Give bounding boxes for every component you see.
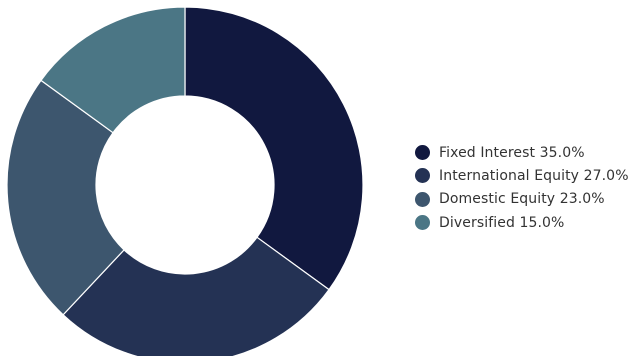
chart-legend: Fixed Interest 35.0% International Equit…	[415, 141, 629, 234]
legend-item-diversified[interactable]: Diversified 15.0%	[415, 211, 629, 234]
legend-swatch-international-equity	[415, 168, 430, 184]
legend-item-fixed-interest[interactable]: Fixed Interest 35.0%	[415, 141, 629, 164]
legend-label-diversified: Diversified 15.0%	[439, 214, 565, 231]
legend-swatch-domestic-equity	[415, 191, 430, 207]
donut-slices	[6, 6, 364, 356]
legend-label-fixed-interest: Fixed Interest 35.0%	[439, 144, 585, 161]
slice-domestic-equity[interactable]	[6, 79, 125, 316]
legend-swatch-fixed-interest	[415, 145, 430, 161]
legend-item-international-equity[interactable]: International Equity 27.0%	[415, 164, 629, 187]
legend-item-domestic-equity[interactable]: Domestic Equity 23.0%	[415, 188, 629, 211]
legend-label-international-equity: International Equity 27.0%	[439, 167, 629, 184]
slice-diversified[interactable]	[40, 6, 186, 134]
legend-swatch-diversified	[415, 215, 430, 231]
slice-international-equity[interactable]	[62, 236, 330, 356]
slice-fixed-interest[interactable]	[184, 6, 364, 291]
legend-label-domestic-equity: Domestic Equity 23.0%	[439, 191, 605, 208]
